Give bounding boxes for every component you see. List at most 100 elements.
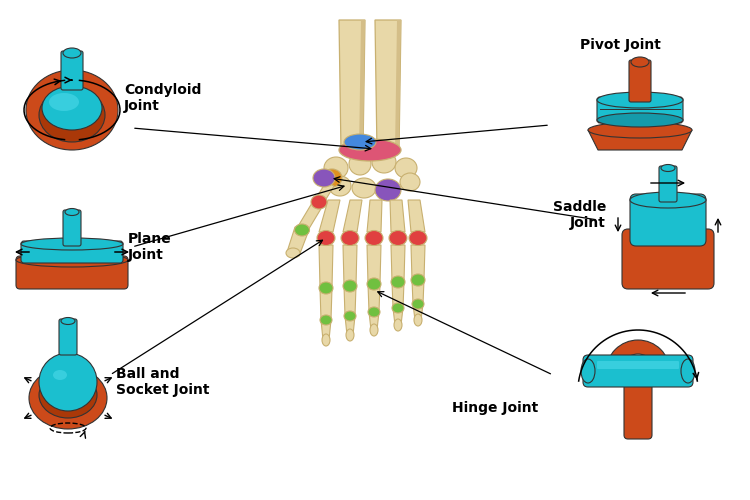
FancyBboxPatch shape [629, 60, 651, 102]
Ellipse shape [29, 367, 107, 429]
Ellipse shape [16, 253, 128, 267]
Ellipse shape [409, 230, 427, 246]
Ellipse shape [343, 280, 357, 292]
Ellipse shape [372, 151, 396, 173]
Ellipse shape [412, 299, 424, 309]
Ellipse shape [339, 139, 401, 161]
Polygon shape [368, 284, 380, 312]
Polygon shape [339, 20, 365, 152]
FancyBboxPatch shape [597, 97, 683, 123]
Ellipse shape [367, 278, 381, 290]
Polygon shape [390, 200, 405, 232]
Ellipse shape [320, 315, 332, 325]
Ellipse shape [26, 70, 118, 150]
Ellipse shape [349, 153, 371, 175]
Polygon shape [367, 200, 382, 232]
Ellipse shape [322, 334, 330, 346]
FancyBboxPatch shape [659, 166, 677, 202]
Ellipse shape [389, 230, 407, 246]
Polygon shape [375, 20, 401, 152]
Ellipse shape [630, 192, 706, 208]
Ellipse shape [311, 195, 327, 209]
Polygon shape [321, 320, 331, 340]
Polygon shape [413, 304, 423, 320]
Ellipse shape [324, 157, 348, 179]
Polygon shape [320, 288, 332, 320]
Ellipse shape [295, 224, 310, 236]
Polygon shape [411, 245, 425, 280]
Ellipse shape [597, 113, 683, 127]
Ellipse shape [597, 92, 683, 108]
Polygon shape [343, 200, 362, 232]
Polygon shape [408, 200, 425, 232]
FancyBboxPatch shape [583, 355, 693, 387]
FancyBboxPatch shape [630, 194, 706, 246]
Polygon shape [297, 198, 325, 232]
Ellipse shape [63, 48, 81, 58]
Ellipse shape [368, 307, 380, 317]
Text: Ball and
Socket Joint: Ball and Socket Joint [116, 367, 209, 397]
Text: Pivot Joint: Pivot Joint [580, 38, 661, 52]
Polygon shape [369, 312, 379, 330]
Polygon shape [393, 308, 403, 325]
FancyBboxPatch shape [597, 361, 679, 369]
Ellipse shape [286, 248, 300, 258]
Ellipse shape [392, 303, 404, 313]
Ellipse shape [346, 329, 354, 341]
Ellipse shape [344, 311, 356, 321]
FancyBboxPatch shape [624, 373, 652, 439]
Ellipse shape [391, 276, 405, 288]
Ellipse shape [317, 230, 335, 246]
Ellipse shape [352, 178, 376, 198]
Ellipse shape [39, 372, 97, 418]
Ellipse shape [661, 164, 675, 172]
Ellipse shape [65, 208, 79, 216]
Polygon shape [359, 20, 365, 152]
FancyBboxPatch shape [21, 241, 123, 263]
Ellipse shape [365, 230, 383, 246]
Wedge shape [606, 340, 670, 372]
Ellipse shape [329, 176, 351, 196]
Ellipse shape [21, 238, 123, 250]
FancyBboxPatch shape [622, 229, 714, 289]
Ellipse shape [344, 134, 376, 150]
Polygon shape [588, 130, 692, 150]
Polygon shape [367, 245, 381, 284]
Polygon shape [315, 182, 334, 204]
Ellipse shape [681, 359, 695, 383]
Ellipse shape [395, 158, 417, 178]
Ellipse shape [414, 314, 422, 326]
Text: Hinge Joint: Hinge Joint [452, 401, 538, 415]
Polygon shape [344, 286, 356, 316]
FancyBboxPatch shape [61, 51, 83, 90]
Ellipse shape [411, 274, 425, 286]
Ellipse shape [588, 122, 692, 138]
Ellipse shape [341, 230, 359, 246]
Text: Saddle
Joint: Saddle Joint [553, 200, 606, 230]
Ellipse shape [581, 359, 595, 383]
Text: Plane
Joint: Plane Joint [128, 232, 172, 262]
Ellipse shape [313, 169, 335, 187]
Polygon shape [345, 316, 355, 335]
Polygon shape [395, 20, 401, 152]
Ellipse shape [53, 370, 67, 380]
Polygon shape [319, 200, 340, 232]
Ellipse shape [631, 57, 649, 67]
Polygon shape [343, 245, 357, 286]
FancyBboxPatch shape [16, 256, 128, 289]
Ellipse shape [39, 88, 105, 142]
Ellipse shape [322, 169, 342, 187]
Ellipse shape [61, 318, 75, 324]
Ellipse shape [42, 86, 102, 130]
Polygon shape [287, 227, 309, 256]
Circle shape [39, 353, 97, 411]
Ellipse shape [49, 93, 79, 111]
Ellipse shape [394, 319, 402, 331]
Polygon shape [392, 282, 404, 308]
Text: Condyloid
Joint: Condyloid Joint [124, 83, 201, 113]
Polygon shape [319, 245, 333, 288]
FancyBboxPatch shape [63, 210, 81, 246]
FancyBboxPatch shape [59, 319, 77, 355]
Ellipse shape [375, 179, 401, 201]
Ellipse shape [370, 324, 378, 336]
